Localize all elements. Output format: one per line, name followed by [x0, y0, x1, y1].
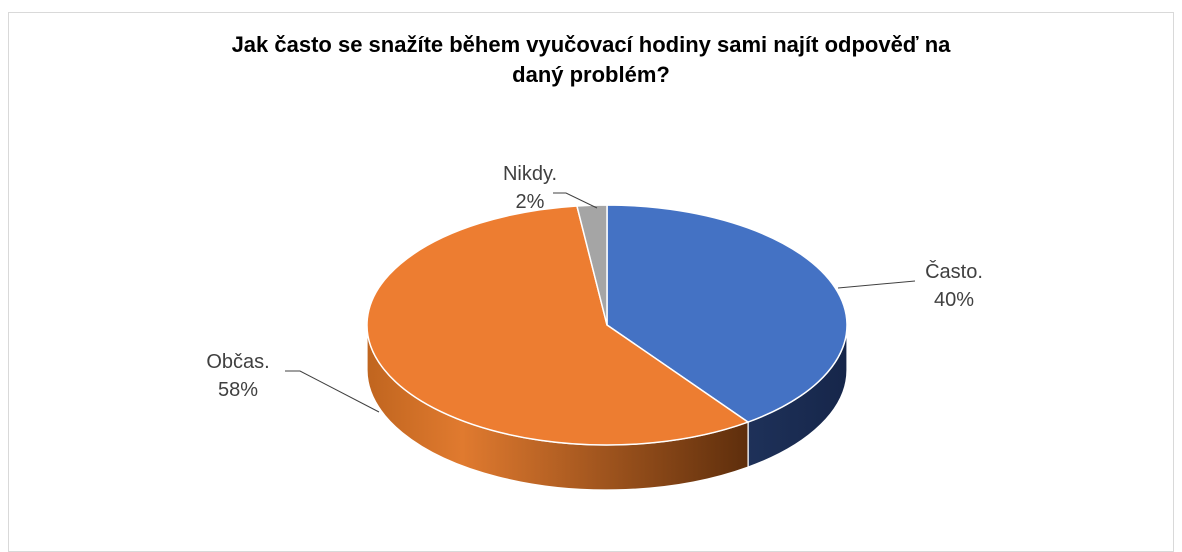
- leader-line-casto: [837, 280, 916, 289]
- data-label-name-nikdy: Nikdy.: [503, 163, 557, 185]
- chart-title: Jak často se snažíte během vyučovací hod…: [0, 30, 1182, 90]
- data-label-percent-casto: 40%: [934, 289, 974, 311]
- data-label-name-obcas: Občas.: [206, 351, 269, 373]
- pie-slice-casto: [606, 204, 848, 423]
- data-label-percent-nikdy: 2%: [516, 191, 545, 213]
- data-label-percent-obcas: 58%: [218, 379, 258, 401]
- pie-slice-obcas: [366, 205, 749, 446]
- leader-line-obcas: [285, 370, 380, 413]
- chart-title-line-1: Jak často se snažíte během vyučovací hod…: [231, 32, 951, 57]
- leader-line-nikdy: [553, 192, 598, 209]
- data-label-name-casto: Často.: [925, 260, 983, 283]
- chart-title-line-2: daný problém?: [512, 62, 670, 87]
